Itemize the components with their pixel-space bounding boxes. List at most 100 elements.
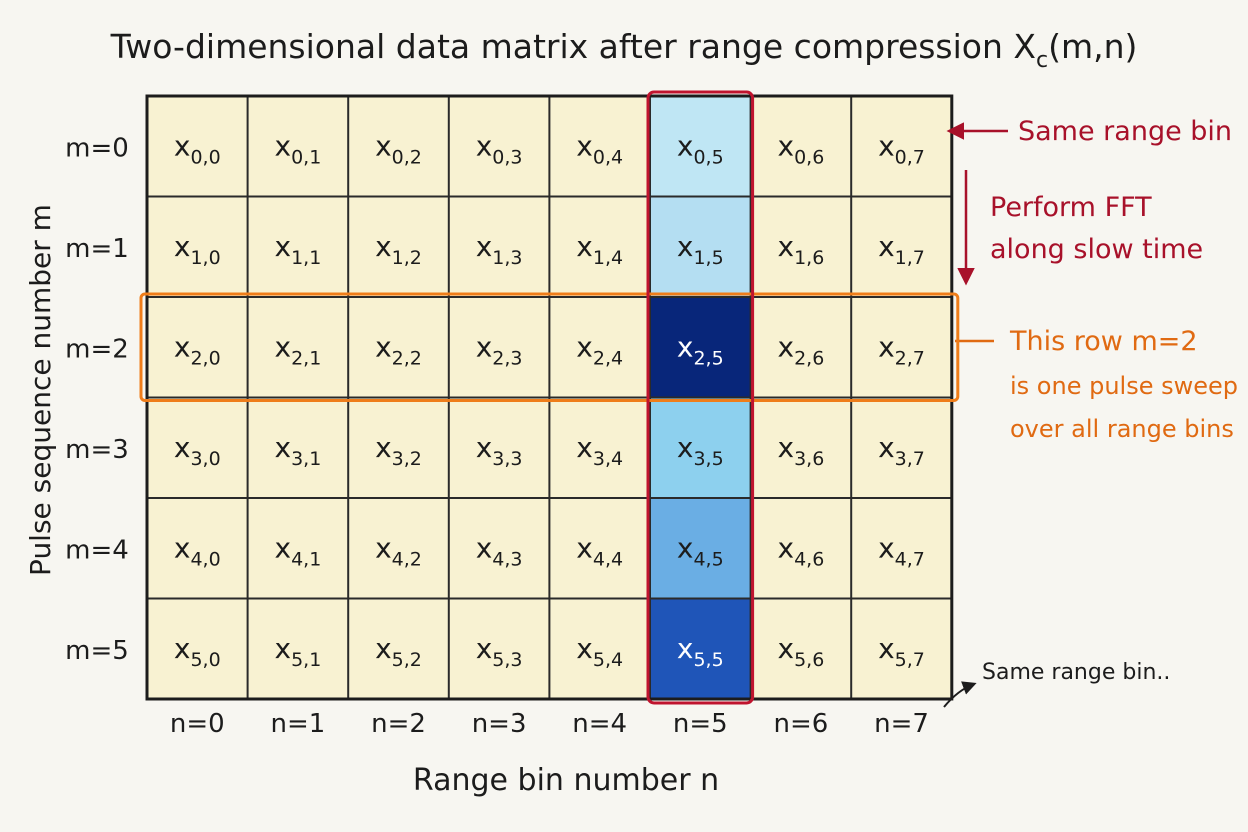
cell-index: 2,4 bbox=[593, 347, 623, 369]
matrix-cell: x1,4 bbox=[549, 196, 650, 297]
cell-background bbox=[750, 397, 852, 498]
cell-symbol: x bbox=[375, 230, 392, 263]
cell-symbol: x bbox=[375, 431, 392, 464]
cell-symbol: x bbox=[778, 129, 795, 162]
matrix-cell: x0,5 bbox=[650, 96, 751, 197]
cell-value: x1,4 bbox=[576, 230, 623, 269]
cell-index: 3,2 bbox=[392, 448, 422, 470]
cell-index: 1,1 bbox=[291, 247, 321, 269]
matrix-gridlines bbox=[145, 94, 954, 701]
cell-symbol: x bbox=[778, 531, 795, 564]
same-range-bin-bottom-arrow bbox=[943, 681, 977, 708]
matrix-cell: x3,6 bbox=[750, 397, 852, 498]
matrix-cell: x5,2 bbox=[348, 598, 449, 699]
cell-background bbox=[851, 196, 952, 297]
cell-value: x5,1 bbox=[275, 632, 322, 671]
cell-index: 4,5 bbox=[693, 548, 723, 570]
cell-background bbox=[448, 196, 550, 297]
cell-index: 1,3 bbox=[492, 247, 522, 269]
cell-value: x2,5 bbox=[677, 330, 724, 369]
title-arguments: (m,n) bbox=[1048, 27, 1137, 66]
same-range-bin-bottom-label: Same range bin.. bbox=[982, 660, 1170, 685]
column-label: n=0 bbox=[170, 709, 225, 739]
cell-value: x0,6 bbox=[778, 129, 825, 168]
cell-symbol: x bbox=[174, 431, 191, 464]
cell-background bbox=[650, 196, 751, 297]
cell-symbol: x bbox=[677, 431, 694, 464]
matrix-border bbox=[145, 94, 954, 701]
cell-index: 2,0 bbox=[190, 347, 220, 369]
cell-symbol: x bbox=[476, 632, 493, 665]
matrix-cell: x0,6 bbox=[750, 96, 852, 197]
cell-value: x0,0 bbox=[174, 129, 221, 168]
cell-background bbox=[147, 196, 248, 297]
cell-symbol: x bbox=[576, 230, 593, 263]
title-main: Two-dimensional data matrix after range … bbox=[110, 27, 1036, 66]
cell-index: 3,3 bbox=[492, 448, 522, 470]
cell-index: 3,7 bbox=[895, 448, 925, 470]
cell-value: x1,1 bbox=[275, 230, 322, 269]
cell-value: x1,6 bbox=[778, 230, 825, 269]
cell-background bbox=[750, 96, 852, 197]
cell-background bbox=[348, 397, 449, 498]
row-note-line2: is one pulse sweep bbox=[1010, 372, 1238, 400]
row-labels: m=0 m=1 m=2 m=3 m=4 m=5 bbox=[65, 133, 129, 666]
cell-index: 2,3 bbox=[492, 347, 522, 369]
cell-value: x1,2 bbox=[375, 230, 422, 269]
cell-value: x2,2 bbox=[375, 330, 422, 369]
matrix-cell: x0,2 bbox=[348, 96, 449, 197]
cell-background bbox=[247, 498, 349, 599]
cell-index: 2,5 bbox=[693, 347, 723, 369]
cell-symbol: x bbox=[174, 330, 191, 363]
cell-background bbox=[448, 96, 550, 197]
cell-index: 4,1 bbox=[291, 548, 321, 570]
cell-symbol: x bbox=[174, 129, 191, 162]
cell-background bbox=[549, 598, 650, 699]
matrix-cell: x3,1 bbox=[247, 397, 349, 498]
cell-background bbox=[650, 498, 751, 599]
row-note-line1: This row m=2 bbox=[1009, 326, 1198, 357]
cell-symbol: x bbox=[677, 230, 694, 263]
cell-value: x0,7 bbox=[878, 129, 925, 168]
fft-label-line2: along slow time bbox=[990, 234, 1203, 265]
cell-background bbox=[549, 196, 650, 297]
cell-background bbox=[348, 598, 449, 699]
cell-value: x0,1 bbox=[275, 129, 322, 168]
row-label: m=1 bbox=[65, 234, 129, 264]
cell-symbol: x bbox=[375, 129, 392, 162]
cell-index: 1,0 bbox=[190, 247, 220, 269]
cell-symbol: x bbox=[275, 632, 292, 665]
cell-value: x4,5 bbox=[677, 531, 724, 570]
highlight-row-frame bbox=[139, 292, 960, 402]
cell-index: 0,3 bbox=[492, 146, 522, 168]
matrix-cell: x2,0 bbox=[147, 297, 248, 398]
cell-background bbox=[348, 297, 449, 398]
cell-index: 2,2 bbox=[392, 347, 422, 369]
cell-value: x2,3 bbox=[476, 330, 523, 369]
matrix-cell: x2,1 bbox=[247, 297, 349, 398]
cell-value: x2,0 bbox=[174, 330, 221, 369]
matrix-cell: x3,3 bbox=[448, 397, 550, 498]
cell-index: 2,6 bbox=[794, 347, 824, 369]
cell-index: 1,6 bbox=[794, 247, 824, 269]
cell-value: x2,6 bbox=[778, 330, 825, 369]
cell-value: x5,5 bbox=[677, 632, 724, 671]
matrix-cell: x2,3 bbox=[448, 297, 550, 398]
cell-value: x1,3 bbox=[476, 230, 523, 269]
cell-background bbox=[147, 397, 248, 498]
cell-symbol: x bbox=[476, 431, 493, 464]
cell-value: x0,2 bbox=[375, 129, 422, 168]
cell-index: 0,5 bbox=[693, 146, 723, 168]
cell-background bbox=[851, 498, 952, 599]
cell-background bbox=[549, 397, 650, 498]
cell-background bbox=[247, 297, 349, 398]
matrix-cell: x3,4 bbox=[549, 397, 650, 498]
cell-index: 2,7 bbox=[895, 347, 925, 369]
cell-value: x5,7 bbox=[878, 632, 925, 671]
matrix-cell: x4,7 bbox=[851, 498, 952, 599]
cell-index: 5,1 bbox=[291, 649, 321, 671]
row-label: m=5 bbox=[65, 636, 129, 666]
cell-symbol: x bbox=[778, 632, 795, 665]
cell-symbol: x bbox=[878, 230, 895, 263]
